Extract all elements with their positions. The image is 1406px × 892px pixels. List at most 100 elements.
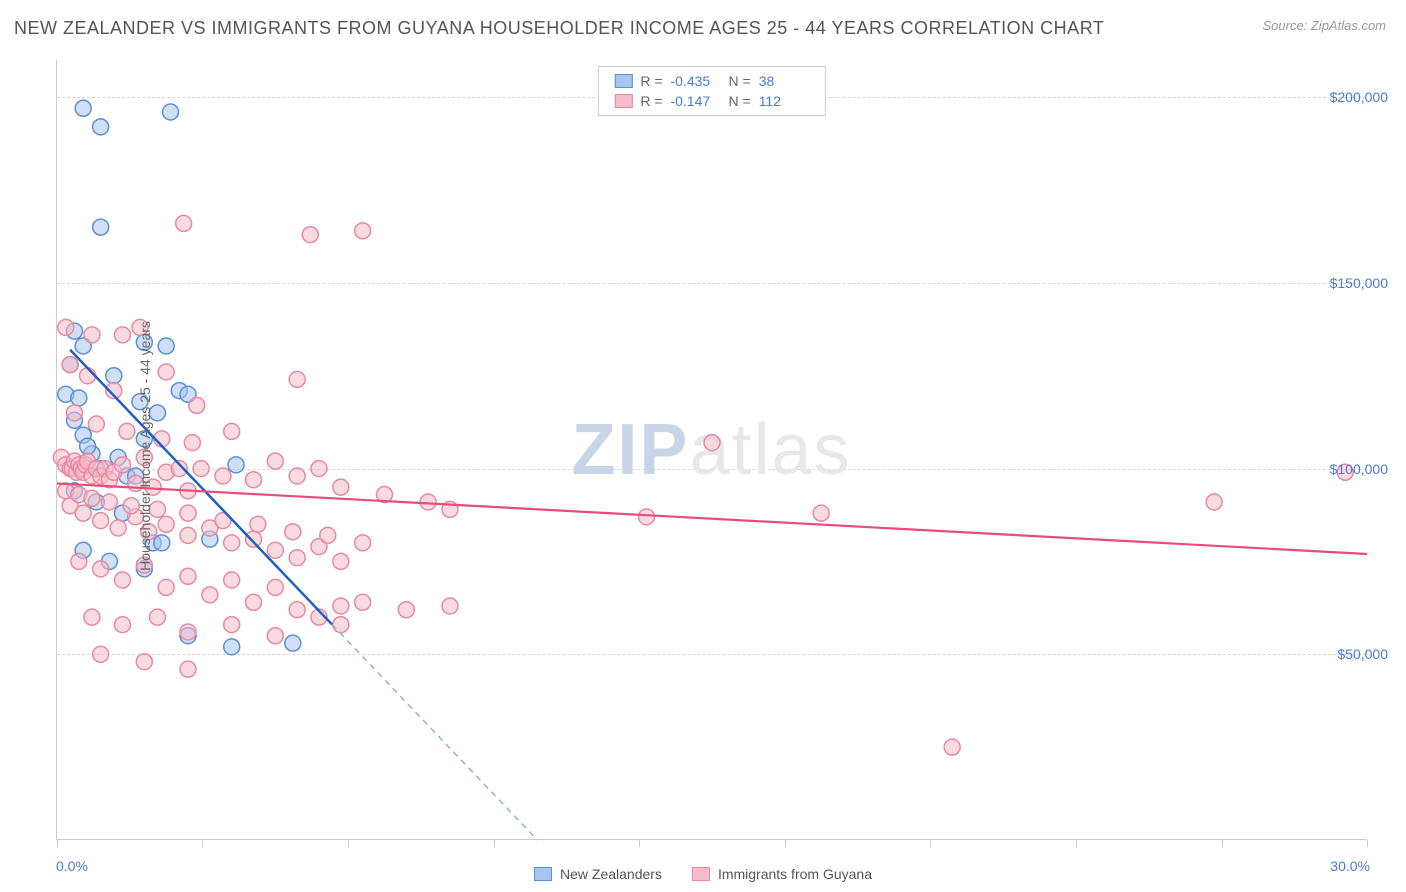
data-point bbox=[333, 479, 349, 495]
legend-item-guyana: Immigrants from Guyana bbox=[692, 866, 872, 882]
data-point bbox=[246, 472, 262, 488]
data-point bbox=[93, 646, 109, 662]
data-point bbox=[302, 227, 318, 243]
data-point bbox=[88, 416, 104, 432]
legend-item-nz: New Zealanders bbox=[534, 866, 662, 882]
data-point bbox=[180, 624, 196, 640]
data-point bbox=[1206, 494, 1222, 510]
data-point bbox=[84, 327, 100, 343]
data-point bbox=[704, 435, 720, 451]
data-point bbox=[115, 327, 131, 343]
data-point bbox=[80, 438, 96, 454]
data-point bbox=[180, 661, 196, 677]
data-point bbox=[115, 457, 131, 473]
data-point bbox=[176, 215, 192, 231]
data-point bbox=[158, 338, 174, 354]
x-tick bbox=[1076, 839, 1077, 847]
data-point bbox=[442, 598, 458, 614]
y-tick-label: $50,000 bbox=[1337, 646, 1388, 662]
data-point bbox=[355, 535, 371, 551]
trendline-extension bbox=[332, 625, 537, 840]
chart-title: NEW ZEALANDER VS IMMIGRANTS FROM GUYANA … bbox=[14, 18, 1104, 39]
data-point bbox=[224, 535, 240, 551]
x-tick bbox=[1367, 839, 1368, 847]
data-point bbox=[93, 219, 109, 235]
x-tick bbox=[930, 839, 931, 847]
y-tick-label: $100,000 bbox=[1330, 461, 1388, 477]
correlation-chart: NEW ZEALANDER VS IMMIGRANTS FROM GUYANA … bbox=[0, 0, 1406, 892]
data-point bbox=[246, 531, 262, 547]
data-point bbox=[202, 587, 218, 603]
data-point bbox=[224, 617, 240, 633]
x-tick bbox=[57, 839, 58, 847]
data-point bbox=[93, 119, 109, 135]
data-point bbox=[355, 223, 371, 239]
data-point bbox=[163, 104, 179, 120]
x-tick bbox=[785, 839, 786, 847]
data-point bbox=[58, 319, 74, 335]
data-point bbox=[289, 602, 305, 618]
data-point bbox=[285, 524, 301, 540]
data-point bbox=[158, 516, 174, 532]
data-point bbox=[66, 405, 82, 421]
data-point bbox=[110, 520, 126, 536]
data-point bbox=[333, 598, 349, 614]
data-point bbox=[267, 542, 283, 558]
data-point bbox=[398, 602, 414, 618]
data-point bbox=[180, 527, 196, 543]
data-point bbox=[84, 609, 100, 625]
data-point bbox=[84, 490, 100, 506]
data-point bbox=[158, 579, 174, 595]
data-point bbox=[224, 572, 240, 588]
source-attribution: Source: ZipAtlas.com bbox=[1262, 18, 1386, 33]
data-point bbox=[215, 468, 231, 484]
data-point bbox=[180, 505, 196, 521]
data-point bbox=[71, 553, 87, 569]
data-point bbox=[189, 397, 205, 413]
data-point bbox=[71, 390, 87, 406]
data-point bbox=[333, 617, 349, 633]
data-point bbox=[355, 594, 371, 610]
y-tick-label: $200,000 bbox=[1330, 89, 1388, 105]
data-point bbox=[420, 494, 436, 510]
y-axis-label: Householder Income Ages 25 - 44 years bbox=[137, 321, 153, 571]
data-point bbox=[289, 468, 305, 484]
data-point bbox=[639, 509, 655, 525]
data-point bbox=[813, 505, 829, 521]
data-point bbox=[136, 654, 152, 670]
data-point bbox=[184, 435, 200, 451]
data-point bbox=[320, 527, 336, 543]
data-point bbox=[75, 100, 91, 116]
data-point bbox=[62, 357, 78, 373]
swatch-blue-icon bbox=[534, 867, 552, 881]
x-tick bbox=[639, 839, 640, 847]
y-tick-label: $150,000 bbox=[1330, 275, 1388, 291]
data-point bbox=[267, 628, 283, 644]
data-point bbox=[193, 461, 209, 477]
data-point bbox=[106, 368, 122, 384]
data-point bbox=[158, 364, 174, 380]
x-min-label: 0.0% bbox=[56, 858, 88, 874]
x-tick bbox=[348, 839, 349, 847]
x-max-label: 30.0% bbox=[1330, 858, 1370, 874]
data-point bbox=[115, 617, 131, 633]
data-point bbox=[267, 579, 283, 595]
data-point bbox=[224, 423, 240, 439]
data-point bbox=[333, 553, 349, 569]
x-tick bbox=[202, 839, 203, 847]
data-point bbox=[101, 494, 117, 510]
data-point bbox=[250, 516, 266, 532]
data-point bbox=[289, 371, 305, 387]
x-tick bbox=[1222, 839, 1223, 847]
data-point bbox=[267, 453, 283, 469]
bottom-legend: New Zealanders Immigrants from Guyana bbox=[534, 866, 872, 882]
data-point bbox=[93, 513, 109, 529]
data-point bbox=[246, 594, 262, 610]
data-point bbox=[289, 550, 305, 566]
x-tick bbox=[494, 839, 495, 847]
data-point bbox=[154, 535, 170, 551]
data-point bbox=[285, 635, 301, 651]
data-point bbox=[944, 739, 960, 755]
data-point bbox=[180, 568, 196, 584]
data-point bbox=[149, 609, 165, 625]
